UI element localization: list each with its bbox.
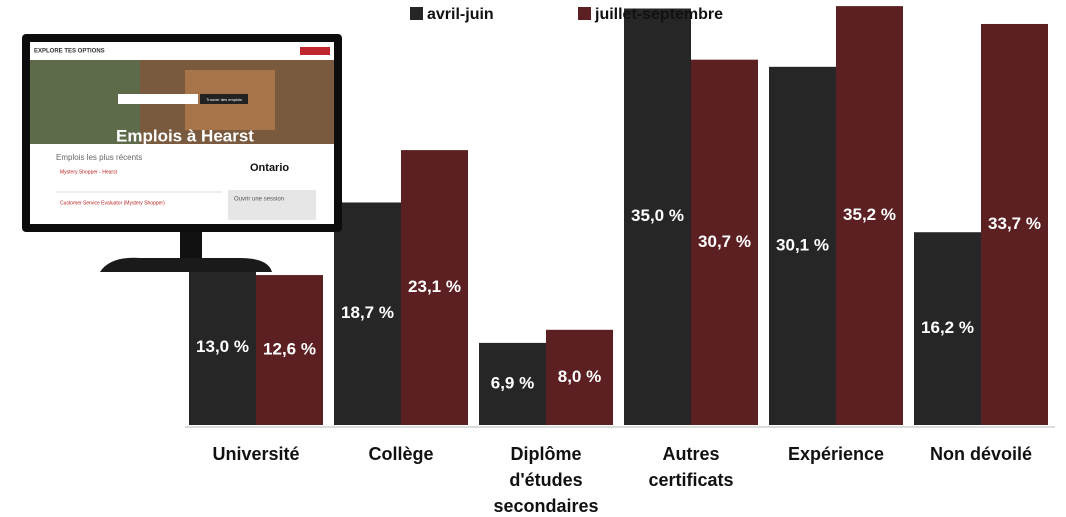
legend-label: avril-juin <box>427 6 494 23</box>
bar <box>624 8 691 425</box>
screen-job: Mystery Shopper - Hearst <box>60 169 118 175</box>
bar <box>981 23 1048 425</box>
value-label: 23,1 % <box>408 277 461 296</box>
value-label: 13,0 % <box>196 337 249 356</box>
screen-recent: Emplois les plus récents <box>56 153 142 162</box>
value-label: 35,0 % <box>631 206 684 225</box>
monitor-neck <box>180 228 202 262</box>
x-tick-label: Diplôme d'études secondaires <box>493 444 599 516</box>
x-tick-label: Non dévoilé <box>929 444 1032 464</box>
header-button <box>300 47 330 55</box>
screen-brand: Ontario <box>250 162 289 174</box>
search-button <box>200 94 248 104</box>
value-label: 30,1 % <box>776 235 829 254</box>
screen-job: Customer Service Evaluator (Mystery Shop… <box>60 200 165 206</box>
bar <box>334 202 401 425</box>
x-tick-label: Autres certificats <box>648 444 734 490</box>
bar <box>769 66 836 425</box>
login-box <box>228 190 316 220</box>
legend: avril-juin juillet-septembre <box>410 6 723 23</box>
screen-banner: Emplois à Hearst <box>116 126 254 145</box>
legend-swatch <box>410 7 423 20</box>
value-label: 6,9 % <box>491 373 534 392</box>
bar <box>401 150 468 426</box>
x-tick-label: Expérience <box>787 444 885 464</box>
value-label: 30,7 % <box>698 232 751 251</box>
value-label: 16,2 % <box>921 318 974 337</box>
x-tick-label: Université <box>212 444 300 464</box>
value-label: 35,2 % <box>843 205 896 224</box>
bar <box>836 6 903 426</box>
bar <box>479 342 546 425</box>
screen-logo: EXPLORE TES OPTIONS <box>34 49 105 55</box>
screen-search: Trouver des emplois <box>206 97 242 102</box>
x-tick-label: Collège <box>368 444 434 464</box>
value-label: 8,0 % <box>558 367 601 386</box>
screen-login: Ouvrir une session <box>234 197 284 203</box>
monitor-base <box>100 257 272 272</box>
search-box <box>118 94 198 104</box>
value-label: 18,7 % <box>341 303 394 322</box>
legend-swatch <box>578 7 591 20</box>
monitor: EXPLORE TES OPTIONS Trouver des emplois … <box>22 34 342 272</box>
bars <box>189 6 1048 426</box>
value-label: 12,6 % <box>263 340 316 359</box>
bar <box>189 270 256 425</box>
bar <box>914 232 981 425</box>
value-label: 33,7 % <box>988 214 1041 233</box>
bar <box>256 275 323 425</box>
bar <box>546 329 613 425</box>
bar <box>691 59 758 426</box>
legend-label: juillet-septembre <box>594 6 723 23</box>
